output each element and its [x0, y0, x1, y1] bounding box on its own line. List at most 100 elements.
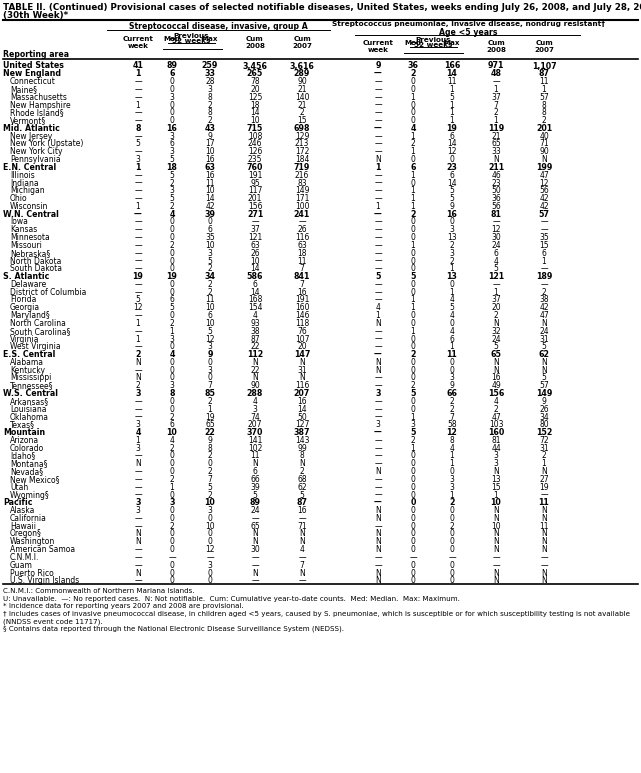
Text: 3: 3: [135, 155, 140, 164]
Text: —: —: [134, 397, 142, 406]
Text: 93: 93: [250, 319, 260, 328]
Text: 1: 1: [136, 202, 140, 211]
Text: 15: 15: [491, 482, 501, 492]
Text: 2: 2: [449, 499, 454, 507]
Text: 62: 62: [297, 482, 307, 492]
Text: —: —: [134, 577, 142, 585]
Text: N: N: [375, 467, 381, 476]
Text: 1: 1: [411, 444, 415, 453]
Text: 0: 0: [170, 85, 174, 94]
Text: 7: 7: [299, 280, 304, 289]
Text: Pennsylvania: Pennsylvania: [10, 155, 61, 164]
Text: 11: 11: [539, 522, 549, 531]
Text: 3: 3: [208, 506, 212, 515]
Text: 1: 1: [411, 295, 415, 305]
Text: Connecticut: Connecticut: [10, 77, 56, 86]
Text: 27: 27: [539, 475, 549, 484]
Text: —: —: [374, 522, 382, 531]
Text: 89: 89: [167, 62, 178, 70]
Text: 0: 0: [170, 77, 174, 86]
Text: 2: 2: [411, 139, 415, 148]
Text: —: —: [374, 217, 382, 226]
Text: Iowa: Iowa: [10, 217, 28, 226]
Text: 3: 3: [449, 225, 454, 234]
Text: 0: 0: [208, 530, 212, 539]
Text: New York City: New York City: [10, 148, 63, 156]
Text: United States: United States: [3, 62, 64, 70]
Text: 56: 56: [539, 186, 549, 196]
Text: —: —: [374, 327, 382, 335]
Text: 90: 90: [539, 148, 549, 156]
Text: 33: 33: [204, 70, 215, 78]
Text: 0: 0: [170, 537, 174, 547]
Text: 13: 13: [447, 233, 457, 242]
Text: 2: 2: [542, 451, 546, 461]
Text: 0: 0: [449, 514, 454, 523]
Text: 6: 6: [410, 163, 416, 172]
Text: 289: 289: [294, 70, 310, 78]
Text: N: N: [541, 155, 547, 164]
Text: —: —: [374, 93, 382, 102]
Text: 0: 0: [449, 537, 454, 547]
Text: 24: 24: [539, 327, 549, 335]
Text: Current
week: Current week: [363, 40, 394, 53]
Text: 0: 0: [208, 217, 212, 226]
Text: 719: 719: [294, 163, 310, 172]
Text: 0: 0: [449, 506, 454, 515]
Text: W.N. Central: W.N. Central: [3, 209, 59, 219]
Text: —: —: [374, 139, 382, 148]
Text: 0: 0: [411, 475, 415, 484]
Text: 4: 4: [494, 257, 499, 265]
Text: 0: 0: [411, 506, 415, 515]
Text: —: —: [374, 413, 382, 421]
Text: 87: 87: [538, 70, 549, 78]
Text: Mid. Atlantic: Mid. Atlantic: [3, 124, 60, 133]
Text: N: N: [541, 467, 547, 476]
Text: Cum
2007: Cum 2007: [292, 36, 312, 49]
Text: 0: 0: [208, 358, 212, 367]
Text: N: N: [299, 358, 305, 367]
Text: 2: 2: [208, 116, 212, 125]
Text: 3: 3: [449, 249, 454, 257]
Text: 0: 0: [208, 514, 212, 523]
Text: 17: 17: [205, 139, 215, 148]
Text: U.S. Virgin Islands: U.S. Virgin Islands: [10, 577, 79, 585]
Text: 127: 127: [295, 421, 309, 429]
Text: 0: 0: [411, 545, 415, 554]
Text: N: N: [493, 366, 499, 375]
Text: —: —: [134, 311, 142, 320]
Text: 5: 5: [170, 194, 174, 203]
Text: 586: 586: [247, 272, 263, 281]
Text: 18: 18: [297, 249, 307, 257]
Text: 7: 7: [449, 413, 454, 421]
Text: 1: 1: [542, 257, 546, 265]
Text: N: N: [493, 577, 499, 585]
Text: 13: 13: [447, 272, 458, 281]
Text: 0: 0: [411, 108, 415, 117]
Text: 65: 65: [490, 350, 501, 359]
Text: N: N: [493, 530, 499, 539]
Text: —: —: [374, 428, 382, 437]
Text: —: —: [134, 93, 142, 102]
Text: N: N: [375, 506, 381, 515]
Text: 1: 1: [411, 303, 415, 312]
Text: 0: 0: [411, 85, 415, 94]
Text: 66: 66: [250, 475, 260, 484]
Text: 2: 2: [411, 381, 415, 390]
Text: —: —: [374, 381, 382, 390]
Text: 58: 58: [447, 421, 457, 429]
Text: 1: 1: [170, 482, 174, 492]
Text: 3: 3: [135, 444, 140, 453]
Text: 16: 16: [297, 506, 307, 515]
Text: 48: 48: [490, 70, 501, 78]
Text: 26: 26: [250, 249, 260, 257]
Text: 4: 4: [253, 397, 258, 406]
Text: 6: 6: [253, 467, 258, 476]
Text: 10: 10: [250, 257, 260, 265]
Text: 0: 0: [411, 522, 415, 531]
Text: 2: 2: [542, 288, 546, 297]
Text: 841: 841: [294, 272, 310, 281]
Text: E.N. Central: E.N. Central: [3, 163, 56, 172]
Text: —: —: [540, 264, 548, 274]
Text: —: —: [134, 545, 142, 554]
